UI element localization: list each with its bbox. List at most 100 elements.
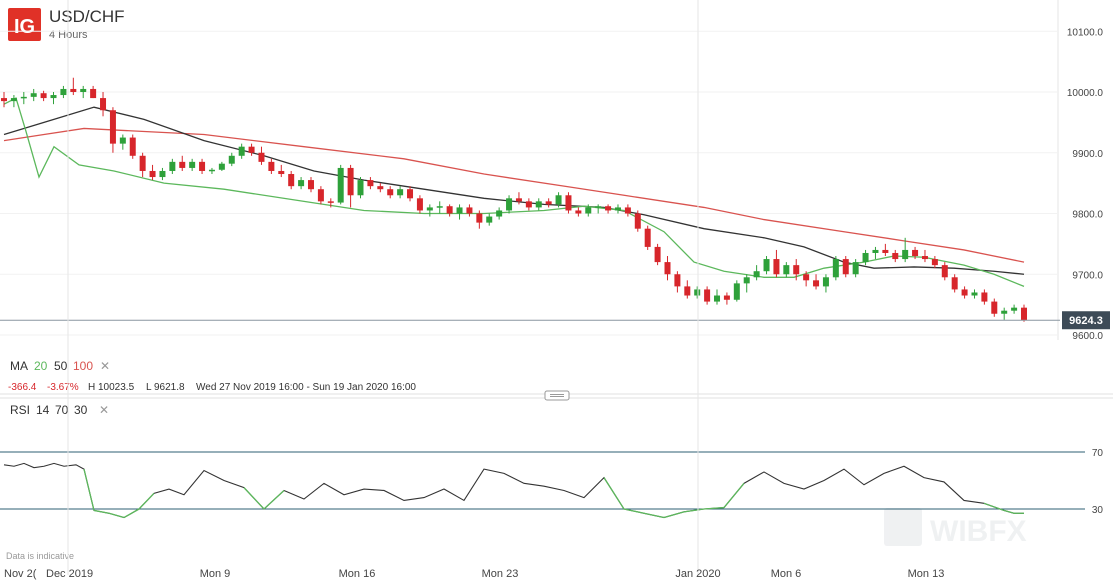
candle[interactable] <box>723 292 730 305</box>
candle[interactable] <box>605 204 612 214</box>
ig-logo[interactable] <box>8 8 41 41</box>
candle[interactable] <box>119 134 126 150</box>
candle[interactable] <box>486 213 493 226</box>
candle[interactable] <box>129 134 136 159</box>
candle[interactable] <box>496 207 503 220</box>
candle[interactable] <box>902 237 909 263</box>
candle[interactable] <box>159 167 166 181</box>
candle[interactable] <box>10 95 17 108</box>
panel-resize-handle[interactable] <box>544 390 570 401</box>
candle[interactable] <box>664 256 671 281</box>
candle[interactable] <box>436 201 443 214</box>
candle[interactable] <box>1021 304 1027 322</box>
candle[interactable] <box>644 225 651 250</box>
candle[interactable] <box>50 92 57 105</box>
candle[interactable] <box>684 280 691 299</box>
candle[interactable] <box>307 177 314 193</box>
candle[interactable] <box>813 274 820 290</box>
candle[interactable] <box>783 262 790 278</box>
candle[interactable] <box>1 92 7 108</box>
candle[interactable] <box>585 204 592 217</box>
candle[interactable] <box>258 146 265 165</box>
candle[interactable] <box>525 198 532 211</box>
candle[interactable] <box>991 298 998 317</box>
candle[interactable] <box>337 164 344 205</box>
candle[interactable] <box>208 167 215 175</box>
candle[interactable] <box>763 256 770 275</box>
candle[interactable] <box>674 271 681 293</box>
candle[interactable] <box>357 177 364 199</box>
candle[interactable] <box>387 186 394 199</box>
candle[interactable] <box>951 274 958 293</box>
ma-legend[interactable]: MA 20 50 100 ✕ <box>10 359 110 373</box>
candle[interactable] <box>90 85 97 99</box>
candle[interactable] <box>694 286 701 299</box>
candle[interactable] <box>268 158 275 175</box>
rsi-close-icon[interactable]: ✕ <box>99 403 109 417</box>
candle[interactable] <box>832 256 839 281</box>
rsi-legend[interactable]: RSI 14 70 30 ✕ <box>10 403 109 417</box>
candle[interactable] <box>882 243 889 257</box>
candle[interactable] <box>80 85 87 99</box>
candle[interactable] <box>426 204 433 217</box>
candle[interactable] <box>100 92 107 117</box>
candle[interactable] <box>1001 307 1008 320</box>
candle[interactable] <box>476 210 483 229</box>
candle[interactable] <box>565 192 572 214</box>
ma-close-icon[interactable]: ✕ <box>100 359 110 373</box>
candlesticks[interactable] <box>1 77 1027 322</box>
candle[interactable] <box>803 271 810 287</box>
candle[interactable] <box>912 246 919 260</box>
candle[interactable] <box>822 274 829 293</box>
candle[interactable] <box>30 88 37 102</box>
candle[interactable] <box>862 249 869 266</box>
candle[interactable] <box>852 259 859 278</box>
candle[interactable] <box>397 186 404 199</box>
candle[interactable] <box>407 186 414 202</box>
candle[interactable] <box>941 262 948 281</box>
rsi-panel[interactable]: 70 30 <box>0 448 1103 519</box>
candle[interactable] <box>842 256 849 278</box>
candle[interactable] <box>199 158 206 175</box>
candle[interactable] <box>545 198 552 208</box>
candle[interactable] <box>248 143 255 156</box>
candle[interactable] <box>149 164 156 181</box>
candle[interactable] <box>614 204 621 214</box>
candle[interactable] <box>456 204 463 220</box>
candle[interactable] <box>555 192 562 208</box>
candle[interactable] <box>515 192 522 205</box>
candle[interactable] <box>753 265 760 281</box>
candle[interactable] <box>327 198 334 208</box>
candle[interactable] <box>70 77 77 96</box>
candle[interactable] <box>634 210 641 232</box>
candle[interactable] <box>238 143 245 159</box>
candle[interactable] <box>288 170 295 190</box>
candle[interactable] <box>367 177 374 190</box>
candle[interactable] <box>714 289 721 305</box>
candle[interactable] <box>971 289 978 299</box>
candle[interactable] <box>743 274 750 293</box>
candle[interactable] <box>377 183 384 193</box>
candle[interactable] <box>466 204 473 217</box>
candle[interactable] <box>228 152 235 167</box>
candle[interactable] <box>872 246 879 260</box>
candle[interactable] <box>298 177 305 190</box>
candle[interactable] <box>931 256 938 269</box>
candle[interactable] <box>981 289 988 305</box>
candle[interactable] <box>704 286 711 305</box>
candle[interactable] <box>60 85 67 99</box>
candle[interactable] <box>1011 304 1018 314</box>
candle[interactable] <box>892 249 899 263</box>
candle[interactable] <box>961 286 968 299</box>
candle[interactable] <box>189 158 196 171</box>
candle[interactable] <box>169 158 176 175</box>
candle[interactable] <box>506 195 513 214</box>
candle[interactable] <box>179 155 186 171</box>
candle[interactable] <box>218 161 225 171</box>
candle[interactable] <box>109 107 116 153</box>
candle[interactable] <box>921 249 928 263</box>
candle[interactable] <box>416 195 423 214</box>
candle[interactable] <box>278 164 285 178</box>
candle[interactable] <box>773 249 780 278</box>
candle[interactable] <box>624 204 631 217</box>
